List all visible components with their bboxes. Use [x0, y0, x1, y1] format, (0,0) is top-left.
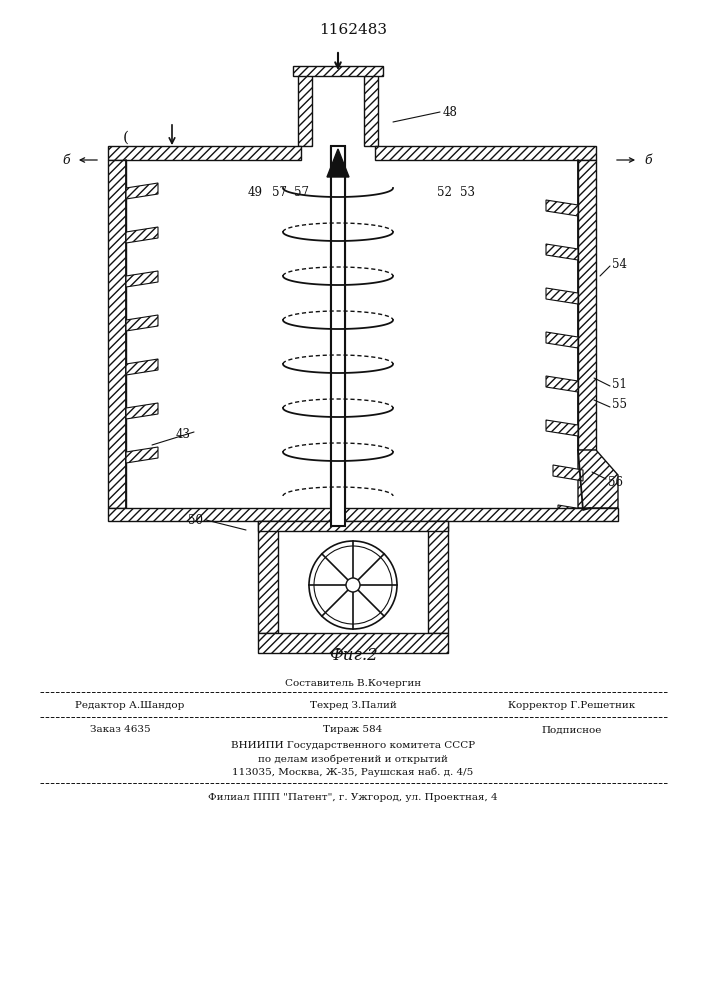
Bar — [293, 66, 383, 76]
Text: 49: 49 — [248, 186, 263, 198]
Text: 54: 54 — [612, 258, 627, 271]
Text: Заказ 4635: Заказ 4635 — [90, 726, 151, 734]
Bar — [578, 160, 596, 450]
Text: Составитель В.Кочергин: Составитель В.Кочергин — [285, 678, 421, 688]
Text: (: ( — [123, 131, 129, 145]
Text: Редактор А.Шандор: Редактор А.Шандор — [76, 702, 185, 710]
Polygon shape — [558, 505, 588, 521]
Polygon shape — [546, 244, 578, 260]
Text: 57: 57 — [294, 186, 309, 198]
Bar — [108, 146, 301, 160]
Polygon shape — [327, 149, 349, 177]
Text: по делам изобретений и открытий: по делам изобретений и открытий — [258, 754, 448, 764]
Text: Фиг.2: Фиг.2 — [329, 647, 378, 664]
Text: 57: 57 — [272, 186, 287, 198]
Text: 48: 48 — [443, 105, 458, 118]
Bar — [428, 521, 448, 633]
Polygon shape — [546, 288, 578, 304]
Polygon shape — [126, 447, 158, 463]
Text: 43: 43 — [176, 428, 191, 442]
Bar — [375, 146, 596, 160]
Bar — [258, 521, 278, 633]
Text: 1162483: 1162483 — [319, 23, 387, 37]
Polygon shape — [126, 315, 158, 331]
Text: б: б — [644, 153, 652, 166]
Text: Подписное: Подписное — [542, 726, 602, 734]
Polygon shape — [126, 227, 158, 243]
Circle shape — [346, 578, 360, 592]
Bar — [258, 633, 448, 653]
Bar — [364, 68, 378, 146]
Text: 52: 52 — [437, 186, 452, 198]
Polygon shape — [126, 359, 158, 375]
Text: б: б — [62, 153, 70, 166]
Text: 56: 56 — [608, 476, 623, 488]
Text: Корректор Г.Решетник: Корректор Г.Решетник — [508, 702, 636, 710]
Text: 53: 53 — [460, 186, 475, 198]
Circle shape — [314, 546, 392, 624]
Polygon shape — [126, 271, 158, 287]
Text: Филиал ППП "Патент", г. Ужгород, ул. Проектная, 4: Филиал ППП "Патент", г. Ужгород, ул. Про… — [208, 794, 498, 802]
Text: Тираж 584: Тираж 584 — [323, 726, 382, 734]
Polygon shape — [126, 403, 158, 419]
Text: 55: 55 — [612, 397, 627, 410]
Polygon shape — [126, 183, 158, 199]
Polygon shape — [546, 200, 578, 216]
Bar — [108, 508, 618, 521]
Polygon shape — [553, 465, 583, 481]
Bar — [258, 521, 448, 531]
Polygon shape — [578, 450, 618, 508]
Bar — [331, 146, 345, 526]
Bar — [108, 160, 126, 508]
Text: ВНИИПИ Государственного комитета СССР: ВНИИПИ Государственного комитета СССР — [231, 742, 475, 750]
Text: 51: 51 — [612, 378, 627, 391]
Text: 50: 50 — [188, 514, 203, 526]
Polygon shape — [546, 376, 578, 392]
Polygon shape — [546, 420, 578, 436]
Text: 113035, Москва, Ж-35, Раушская наб. д. 4/5: 113035, Москва, Ж-35, Раушская наб. д. 4… — [233, 767, 474, 777]
Circle shape — [309, 541, 397, 629]
Bar — [298, 68, 312, 146]
Text: Техред З.Палий: Техред З.Палий — [310, 702, 397, 710]
Polygon shape — [546, 332, 578, 348]
